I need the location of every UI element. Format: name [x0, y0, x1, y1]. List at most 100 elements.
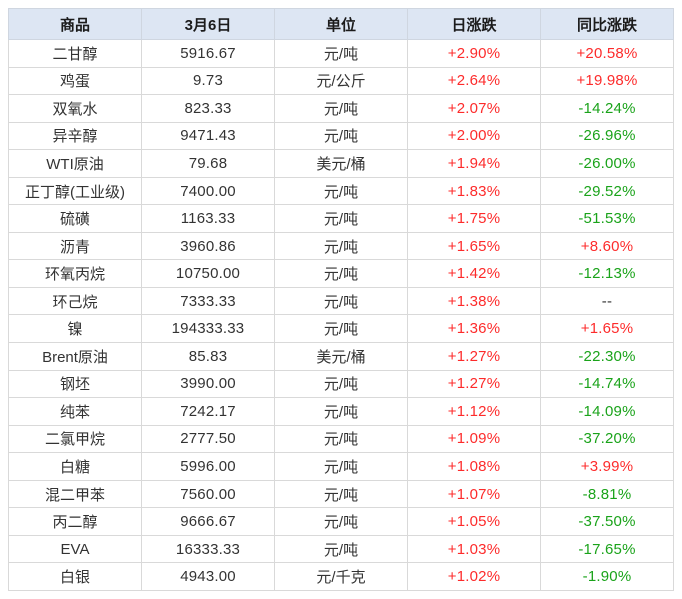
price-cell: 79.68	[141, 149, 275, 178]
daily-change-cell: +1.05%	[407, 507, 541, 536]
product-cell: 二甘醇	[8, 39, 142, 68]
price-cell: 5996.00	[141, 452, 275, 481]
daily-change-cell: +1.83%	[407, 176, 541, 206]
yoy-change-cell: -17.65%	[540, 534, 674, 564]
daily-change-cell: +2.64%	[407, 66, 541, 96]
product-cell: 正丁醇(工业级)	[8, 176, 142, 206]
column-header-yoy-change: 同比涨跌	[540, 8, 674, 40]
unit-cell: 元/吨	[274, 204, 408, 233]
price-cell: 5916.67	[141, 39, 275, 68]
daily-change-cell: +1.42%	[407, 259, 541, 288]
price-cell: 9.73	[141, 66, 275, 96]
table-row: 白糖 5996.00 元/吨 +1.08% +3.99%	[8, 452, 674, 481]
price-cell: 9471.43	[141, 121, 275, 151]
unit-cell: 元/吨	[274, 231, 408, 261]
table-row: 异辛醇 9471.43 元/吨 +2.00% -26.96%	[8, 121, 674, 151]
price-cell: 3960.86	[141, 231, 275, 261]
unit-cell: 元/吨	[274, 286, 408, 316]
daily-change-cell: +1.75%	[407, 204, 541, 233]
product-cell: 环氧丙烷	[8, 259, 142, 288]
yoy-change-cell: +1.65%	[540, 314, 674, 344]
yoy-change-cell: +3.99%	[540, 452, 674, 481]
table-row: WTI原油 79.68 美元/桶 +1.94% -26.00%	[8, 149, 674, 178]
unit-cell: 元/吨	[274, 39, 408, 68]
product-cell: 白糖	[8, 452, 142, 481]
unit-cell: 元/吨	[274, 259, 408, 288]
yoy-change-cell: -22.30%	[540, 342, 674, 371]
product-cell: WTI原油	[8, 149, 142, 178]
unit-cell: 美元/桶	[274, 149, 408, 178]
table-row: 硫磺 1163.33 元/吨 +1.75% -51.53%	[8, 204, 674, 233]
yoy-change-cell: -37.20%	[540, 424, 674, 454]
daily-change-cell: +1.27%	[407, 369, 541, 399]
daily-change-cell: +1.65%	[407, 231, 541, 261]
table-row: 镍 194333.33 元/吨 +1.36% +1.65%	[8, 314, 674, 344]
price-cell: 4943.00	[141, 562, 275, 591]
product-cell: 二氯甲烷	[8, 424, 142, 454]
unit-cell: 元/吨	[274, 94, 408, 123]
yoy-change-cell: -26.00%	[540, 149, 674, 178]
table-row: 丙二醇 9666.67 元/吨 +1.05% -37.50%	[8, 507, 674, 536]
product-cell: 环己烷	[8, 286, 142, 316]
table-row: 鸡蛋 9.73 元/公斤 +2.64% +19.98%	[8, 66, 674, 96]
unit-cell: 元/吨	[274, 452, 408, 481]
daily-change-cell: +1.08%	[407, 452, 541, 481]
table-row: 双氧水 823.33 元/吨 +2.07% -14.24%	[8, 94, 674, 123]
daily-change-cell: +1.36%	[407, 314, 541, 344]
product-cell: Brent原油	[8, 342, 142, 371]
table-body: 二甘醇 5916.67 元/吨 +2.90% +20.58% 鸡蛋 9.73 元/公斤 +2.6…	[8, 39, 674, 591]
yoy-change-cell: -26.96%	[540, 121, 674, 151]
column-header-product: 商品	[8, 8, 142, 40]
price-cell: 7400.00	[141, 176, 275, 206]
daily-change-cell: +1.38%	[407, 286, 541, 316]
product-cell: 镍	[8, 314, 142, 344]
product-cell: 硫磺	[8, 204, 142, 233]
table-row: EVA 16333.33 元/吨 +1.03% -17.65%	[8, 534, 674, 564]
unit-cell: 元/吨	[274, 369, 408, 399]
product-cell: 纯苯	[8, 397, 142, 426]
price-cell: 10750.00	[141, 259, 275, 288]
product-cell: EVA	[8, 534, 142, 564]
product-cell: 白银	[8, 562, 142, 591]
yoy-change-cell: -1.90%	[540, 562, 674, 591]
table-row: 二氯甲烷 2777.50 元/吨 +1.09% -37.20%	[8, 424, 674, 454]
price-cell: 194333.33	[141, 314, 275, 344]
product-cell: 异辛醇	[8, 121, 142, 151]
price-cell: 16333.33	[141, 534, 275, 564]
yoy-change-cell: -8.81%	[540, 479, 674, 509]
table-row: 环氧丙烷 10750.00 元/吨 +1.42% -12.13%	[8, 259, 674, 288]
unit-cell: 元/吨	[274, 534, 408, 564]
table-row: 正丁醇(工业级) 7400.00 元/吨 +1.83% -29.52%	[8, 176, 674, 206]
product-cell: 钢坯	[8, 369, 142, 399]
price-cell: 9666.67	[141, 507, 275, 536]
commodity-table: 商品 3月6日 单位 日涨跌 同比涨跌 二甘醇 5916.67 元/吨 +2.90% +20.5…	[8, 8, 674, 591]
table-row: 环己烷 7333.33 元/吨 +1.38% --	[8, 286, 674, 316]
unit-cell: 元/公斤	[274, 66, 408, 96]
yoy-change-cell: -29.52%	[540, 176, 674, 206]
unit-cell: 元/吨	[274, 424, 408, 454]
daily-change-cell: +1.94%	[407, 149, 541, 178]
table-row: 沥青 3960.86 元/吨 +1.65% +8.60%	[8, 231, 674, 261]
unit-cell: 元/吨	[274, 121, 408, 151]
yoy-change-cell: +20.58%	[540, 39, 674, 68]
unit-cell: 元/吨	[274, 507, 408, 536]
price-cell: 1163.33	[141, 204, 275, 233]
price-cell: 85.83	[141, 342, 275, 371]
yoy-change-cell: -51.53%	[540, 204, 674, 233]
yoy-change-cell: -37.50%	[540, 507, 674, 536]
yoy-change-cell: -14.09%	[540, 397, 674, 426]
table-row: 钢坯 3990.00 元/吨 +1.27% -14.74%	[8, 369, 674, 399]
table-row: 二甘醇 5916.67 元/吨 +2.90% +20.58%	[8, 39, 674, 68]
yoy-change-cell: +19.98%	[540, 66, 674, 96]
unit-cell: 元/千克	[274, 562, 408, 591]
yoy-change-cell: --	[540, 286, 674, 316]
daily-change-cell: +1.03%	[407, 534, 541, 564]
price-cell: 823.33	[141, 94, 275, 123]
product-cell: 丙二醇	[8, 507, 142, 536]
header-row: 商品 3月6日 单位 日涨跌 同比涨跌	[8, 8, 674, 40]
price-cell: 7242.17	[141, 397, 275, 426]
table-row: 白银 4943.00 元/千克 +1.02% -1.90%	[8, 562, 674, 591]
daily-change-cell: +1.09%	[407, 424, 541, 454]
price-cell: 7560.00	[141, 479, 275, 509]
